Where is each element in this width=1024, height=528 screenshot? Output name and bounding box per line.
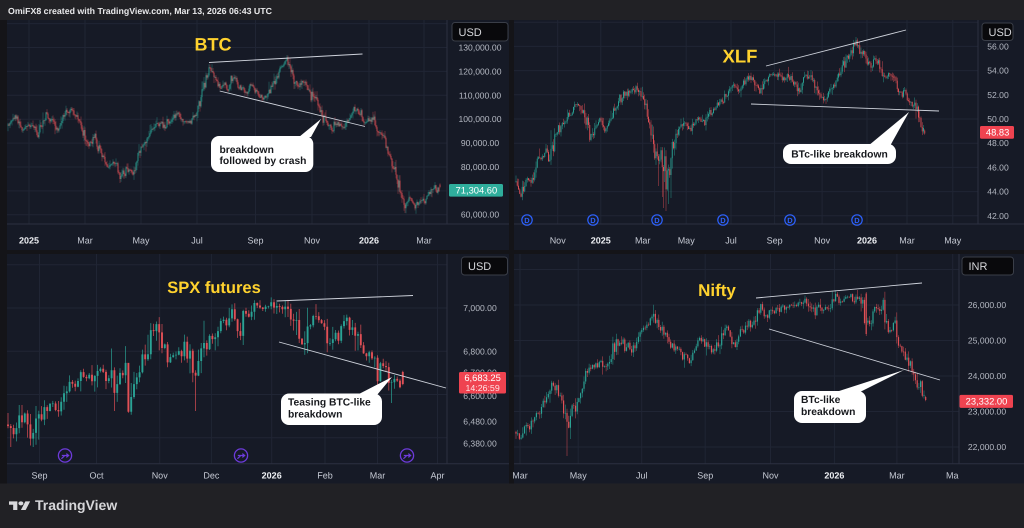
svg-text:120,000.00: 120,000.00 [458,66,501,76]
svg-text:BTc-like breakdown: BTc-like breakdown [791,150,888,161]
svg-text:XLF: XLF [723,45,758,66]
svg-text:USD: USD [459,27,482,39]
svg-text:6,380.00: 6,380.00 [463,439,497,449]
svg-text:2026: 2026 [262,471,282,481]
svg-text:followed by crash: followed by crash [220,156,307,167]
svg-text:Nov: Nov [304,236,321,246]
svg-text:Nov: Nov [762,471,779,481]
svg-text:52.00: 52.00 [987,90,1009,100]
svg-text:INR: INR [969,261,988,273]
svg-text:D: D [720,216,726,225]
svg-text:breakdown: breakdown [220,145,274,156]
svg-text:46.00: 46.00 [987,162,1009,172]
svg-text:D: D [654,216,660,225]
svg-text:Sep: Sep [31,471,47,481]
svg-text:14:26:59: 14:26:59 [465,383,499,393]
svg-text:80,000.00: 80,000.00 [461,162,499,172]
svg-text:Dec: Dec [203,471,220,481]
svg-text:22,000.00: 22,000.00 [968,442,1006,452]
svg-text:Jul: Jul [725,236,737,246]
svg-text:42.00: 42.00 [987,211,1009,221]
svg-text:BTc-like: BTc-like [801,395,841,406]
svg-text:23,332.00: 23,332.00 [966,395,1008,406]
svg-text:90,000.00: 90,000.00 [461,138,499,148]
svg-text:Nov: Nov [152,471,169,481]
svg-text:D: D [524,216,530,225]
svg-text:Sep: Sep [247,236,263,246]
svg-text:6,480.00: 6,480.00 [463,417,497,427]
svg-text:D: D [854,216,860,225]
svg-text:Sep: Sep [697,471,713,481]
svg-text:60,000.00: 60,000.00 [461,210,499,220]
svg-text:USD: USD [468,261,491,273]
svg-text:Mar: Mar [77,236,93,246]
svg-text:71,304.60: 71,304.60 [456,184,498,195]
svg-text:May: May [944,236,962,246]
svg-text:Mar: Mar [370,471,386,481]
svg-text:100,000.00: 100,000.00 [458,114,501,124]
svg-text:May: May [570,471,588,481]
svg-text:Apr: Apr [430,471,444,481]
svg-text:USD: USD [989,27,1012,39]
svg-text:Nov: Nov [814,236,831,246]
svg-text:D: D [590,216,596,225]
svg-text:48.00: 48.00 [987,138,1009,148]
svg-text:Oct: Oct [89,471,104,481]
svg-text:D: D [787,216,793,225]
svg-text:54.00: 54.00 [987,66,1009,76]
svg-text:110,000.00: 110,000.00 [459,90,502,100]
svg-text:23,000.00: 23,000.00 [968,407,1006,417]
svg-text:26,000.00: 26,000.00 [968,300,1006,310]
svg-text:Sep: Sep [767,236,783,246]
svg-text:6,600.00: 6,600.00 [463,391,497,401]
svg-text:Jul: Jul [191,236,203,246]
svg-text:50.00: 50.00 [987,114,1009,124]
svg-text:2026: 2026 [359,236,379,246]
svg-text:44.00: 44.00 [987,187,1009,197]
svg-text:Nov: Nov [550,236,567,246]
svg-text:Feb: Feb [317,471,333,481]
svg-text:6,800.00: 6,800.00 [463,346,497,356]
svg-text:48.83: 48.83 [986,127,1009,138]
svg-text:Mar: Mar [416,236,432,246]
svg-text:SPX futures: SPX futures [167,279,261,297]
svg-text:breakdown: breakdown [288,410,342,421]
svg-text:Mar: Mar [635,236,651,246]
svg-text:2026: 2026 [824,471,844,481]
svg-text:Teasing BTC-like: Teasing BTC-like [288,398,371,409]
svg-text:BTC: BTC [195,35,232,55]
svg-text:Jul: Jul [636,471,648,481]
svg-text:May: May [678,236,696,246]
svg-text:2025: 2025 [19,236,39,246]
svg-text:2026: 2026 [857,236,877,246]
svg-text:6,683.25: 6,683.25 [464,372,501,383]
svg-text:Nifty: Nifty [698,281,736,300]
svg-text:Mar: Mar [889,471,905,481]
svg-text:breakdown: breakdown [801,407,855,418]
svg-text:2025: 2025 [591,236,611,246]
svg-text:Ma: Ma [946,471,959,481]
svg-text:OmiFX8 created with TradingVie: OmiFX8 created with TradingView.com, Mar… [8,6,273,16]
svg-text:Mar: Mar [512,471,528,481]
svg-text:56.00: 56.00 [987,41,1009,51]
svg-text:May: May [132,236,150,246]
svg-text:TradingView: TradingView [35,497,117,513]
svg-text:25,000.00: 25,000.00 [968,336,1006,346]
svg-text:24,000.00: 24,000.00 [968,371,1006,381]
svg-text:Mar: Mar [899,236,915,246]
svg-text:7,000.00: 7,000.00 [463,303,497,313]
svg-text:130,000.00: 130,000.00 [458,43,501,53]
